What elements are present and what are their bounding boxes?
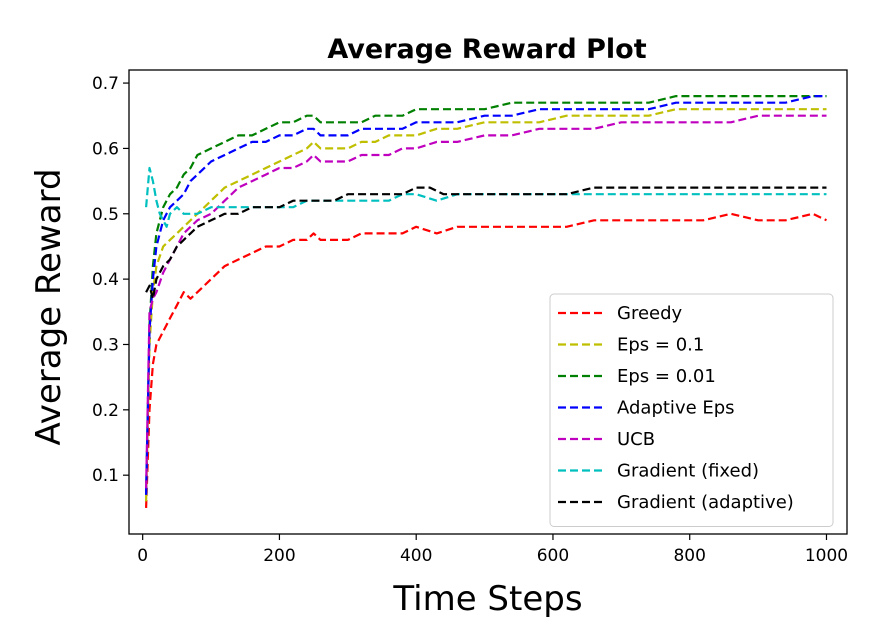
series-line-4 <box>145 114 827 489</box>
y-tick-label-2: 0.3 <box>92 335 119 355</box>
y-tick-label-5: 0.6 <box>92 139 119 159</box>
series-line-6 <box>145 186 827 300</box>
series-line-1 <box>145 108 827 502</box>
series-line-2 <box>145 94 827 495</box>
x-tick-label-0: 0 <box>137 546 148 566</box>
plot-area <box>145 94 827 508</box>
x-tick-label-4: 800 <box>673 546 705 566</box>
legend: Greedy Eps = 0.1 Eps = 0.01 Adaptive Eps UCB… <box>549 293 834 527</box>
legend-label-4: UCB <box>617 429 655 450</box>
x-axis: 0 200 400 600 800 1000 <box>137 534 848 566</box>
y-tick-label-0: 0.1 <box>92 466 119 486</box>
y-tick-label-4: 0.5 <box>92 205 119 225</box>
legend-label-6: Gradient (adaptive) <box>617 492 794 513</box>
legend-label-3: Adaptive Eps <box>617 398 735 419</box>
series-line-5 <box>145 166 827 228</box>
y-axis: 0.1 0.2 0.3 0.4 0.5 0.6 0.7 <box>92 74 129 486</box>
legend-label-0: Greedy <box>617 303 683 324</box>
chart-title: Average Reward Plot <box>327 34 646 65</box>
plot-frame <box>128 69 848 535</box>
legend-label-1: Eps = 0.1 <box>617 335 704 356</box>
x-axis-label: Time Steps <box>392 579 582 619</box>
legend-label-2: Eps = 0.01 <box>617 366 716 387</box>
y-tick-label-1: 0.2 <box>92 401 119 421</box>
x-tick-label-3: 600 <box>537 546 569 566</box>
y-tick-label-6: 0.7 <box>92 74 119 94</box>
y-axis-label: Average Reward <box>29 168 69 445</box>
series-line-0 <box>145 212 827 508</box>
x-tick-label-1: 200 <box>263 546 295 566</box>
y-tick-label-3: 0.4 <box>92 270 119 290</box>
series-line-3 <box>145 94 827 495</box>
legend-box <box>549 293 834 527</box>
legend-label-5: Gradient (fixed) <box>617 461 759 482</box>
x-tick-label-5: 1000 <box>805 546 848 566</box>
x-tick-label-2: 400 <box>400 546 432 566</box>
